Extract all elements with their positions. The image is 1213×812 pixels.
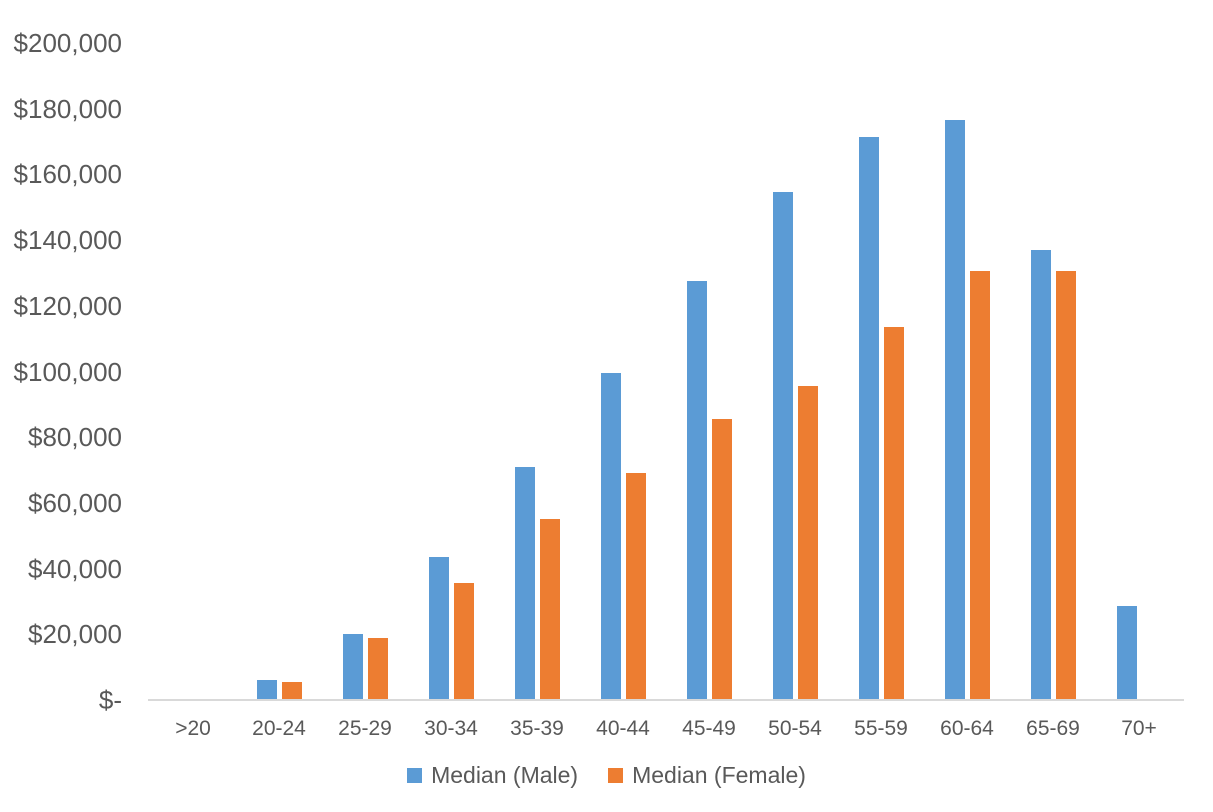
x-axis-tick-label-30-34: 30-34 [424, 717, 478, 740]
y-axis-tick-label: $80,000 [28, 422, 122, 453]
y-axis-tick-label: $40,000 [28, 553, 122, 584]
x-axis-tick-label-60-64: 60-64 [940, 717, 994, 740]
bar-median-male-50-54 [772, 192, 793, 700]
bar-median-male-65-69 [1030, 249, 1051, 700]
legend-item-median-male: Median (Male) [407, 762, 578, 789]
bar-median-female-35-39 [539, 519, 560, 700]
x-axis-tick-label-55-59: 55-59 [854, 717, 908, 740]
x-axis-line [148, 699, 1184, 701]
x-axis-tick-label-45-49: 45-49 [682, 717, 736, 740]
y-axis-tick-label: $200,000 [13, 28, 122, 58]
legend-label: Median (Male) [431, 761, 579, 788]
x-axis-tick-label-40-44: 40-44 [596, 717, 650, 740]
bar-median-female-45-49 [711, 419, 732, 700]
y-axis-tick-label: $160,000 [13, 159, 122, 190]
x-axis-tick-label-25-29: 25-29 [338, 717, 392, 740]
x-axis-tick-label-35-39: 35-39 [510, 717, 564, 740]
bar-median-male-55-59 [858, 136, 879, 700]
bar-median-female-25-29 [367, 637, 388, 700]
bar-median-female-50-54 [797, 386, 818, 700]
x-axis-tick-label-20: >20 [175, 717, 211, 740]
legend-label: Median (Female) [632, 761, 806, 788]
legend-swatch-median-female [608, 767, 624, 783]
y-axis-tick-label: $180,000 [13, 93, 122, 124]
legend-item-median-female: Median (Female) [608, 762, 806, 789]
y-axis-tick-label: $100,000 [13, 356, 122, 387]
legend-swatch-median-male [407, 767, 423, 783]
bar-median-male-40-44 [600, 373, 621, 700]
bar-median-female-65-69 [1055, 271, 1076, 700]
y-axis-tick-label: $140,000 [13, 225, 122, 256]
bar-median-male-20-24 [256, 680, 277, 700]
bar-median-female-55-59 [883, 327, 904, 700]
bar-median-female-20-24 [281, 681, 302, 700]
bar-median-male-45-49 [686, 281, 707, 700]
bar-median-female-60-64 [969, 271, 990, 700]
y-axis-tick-label: $60,000 [28, 487, 122, 518]
legend: Median (Male) Median (Female) [0, 757, 1213, 793]
x-axis-tick-label-50-54: 50-54 [768, 717, 822, 740]
y-axis-tick-label: $20,000 [28, 619, 122, 650]
bar-median-male-30-34 [428, 557, 449, 700]
y-axis-tick-label: $120,000 [13, 290, 122, 321]
x-axis-tick-label-20-24: 20-24 [252, 717, 306, 740]
bar-median-male-70 [1116, 606, 1137, 700]
bar-median-male-60-64 [944, 120, 965, 700]
x-axis-tick-label-65-69: 65-69 [1026, 717, 1080, 740]
bar-median-male-25-29 [342, 634, 363, 700]
bar-median-female-40-44 [625, 473, 646, 700]
y-axis-tick-label: $- [98, 685, 122, 715]
x-axis-tick-label-70: 70+ [1121, 717, 1157, 740]
bar-median-male-35-39 [514, 466, 535, 700]
plot-area [150, 43, 1182, 700]
bar-median-female-30-34 [453, 583, 474, 700]
